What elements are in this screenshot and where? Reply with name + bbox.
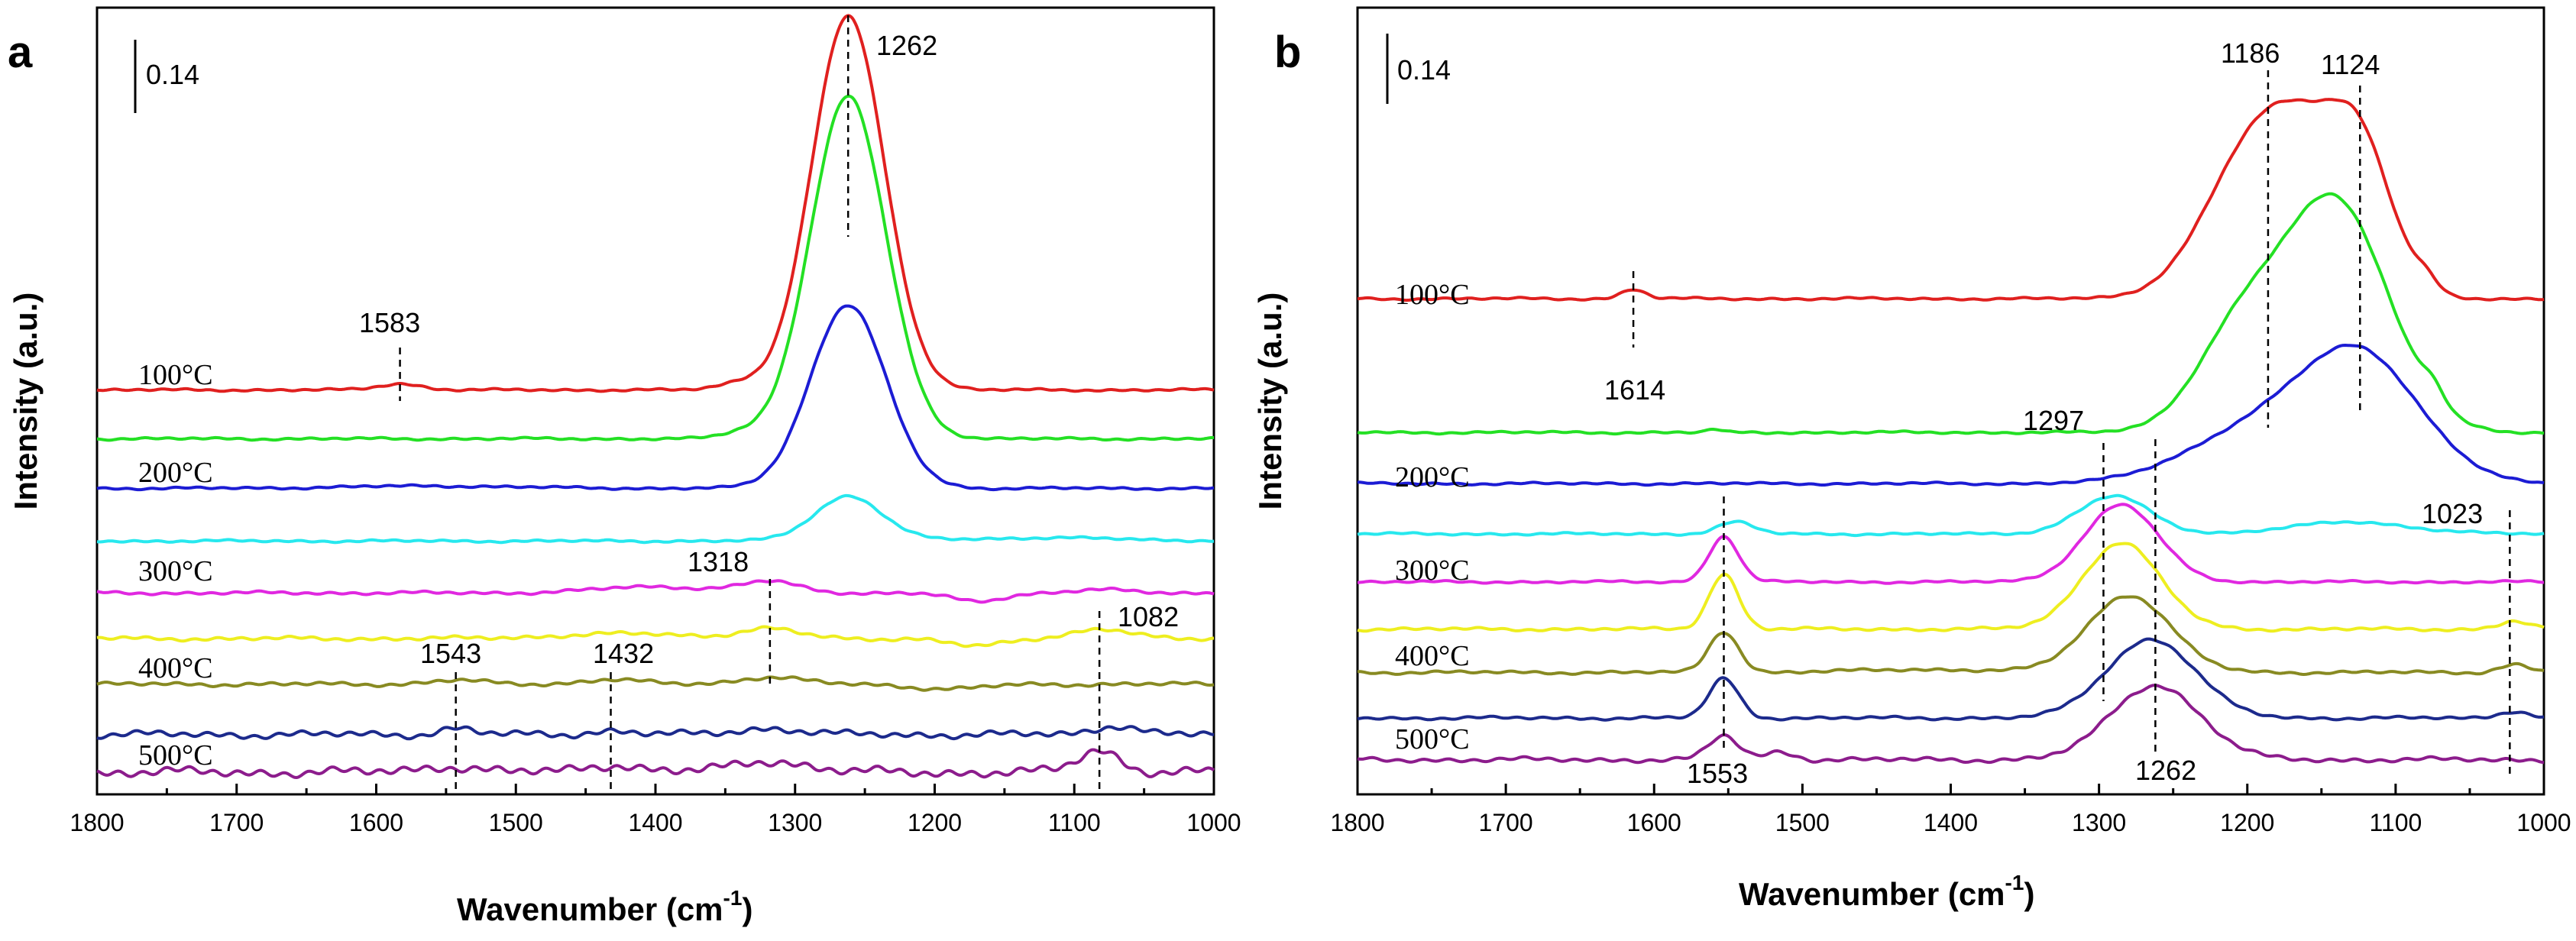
panel-a-annotation-1082: 1082 — [1118, 601, 1179, 632]
panel-b-x-tick-label: 1400 — [1924, 809, 1978, 836]
panel-b-series-line-2 — [1357, 344, 2545, 487]
panel-a-annotation-1583: 1583 — [359, 307, 420, 338]
panel-a-series-label-300: 300°C — [138, 555, 213, 587]
panel-b-series-label-100: 100°C — [1395, 279, 1470, 311]
panel-b: b 0.14 100°C 200°C 300°C 400°C 500°C 118… — [1252, 6, 2571, 912]
panel-a-series-label-400: 400°C — [138, 652, 213, 684]
panel-a-series-line-1 — [96, 94, 1215, 442]
panel-a-series-line-8 — [96, 748, 1215, 779]
panel-b-annotation-1614: 1614 — [1604, 374, 1665, 406]
panel-a-series-label-200: 200°C — [138, 457, 213, 489]
panel-b-series-line-1 — [1357, 192, 2545, 436]
panel-b-series-label-300: 300°C — [1395, 555, 1470, 587]
panel-a-series-label-100: 100°C — [138, 359, 213, 391]
panel-b-annotation-1297: 1297 — [2023, 405, 2084, 436]
panel-a-series-line-0 — [96, 14, 1215, 393]
panel-b-annotation-lines — [1632, 70, 2511, 779]
panel-b-series-line-3 — [1357, 493, 2545, 538]
panel-b-annotation-1553: 1553 — [1687, 758, 1748, 789]
panel-a-x-tick-label: 1300 — [768, 809, 822, 836]
panel-b-series-line-4 — [1357, 503, 2545, 585]
panel-b-annotation-1124: 1124 — [2321, 49, 2380, 80]
panel-a-series-line-7 — [96, 725, 1215, 741]
panel-a-x-tick-label: 1000 — [1186, 809, 1241, 836]
panel-b-series-line-7 — [1357, 637, 2545, 722]
panel-a-x-tick-label: 1700 — [209, 809, 264, 836]
panel-b-scale-label: 0.14 — [1397, 54, 1451, 86]
panel-a-annotation-1432: 1432 — [593, 638, 654, 669]
panel-a-y-axis-title: Intensity (a.u.) — [8, 293, 44, 510]
panel-b-series — [1357, 98, 2545, 765]
panel-a-x-tick-label: 1400 — [628, 809, 682, 836]
panel-b-series-label-400: 400°C — [1395, 640, 1470, 672]
panel-a-x-axis: 1800 1700 1600 1500 1400 1300 1200 1100 1000 — [70, 784, 1241, 836]
panel-a-annotation-1262: 1262 — [876, 30, 937, 61]
panel-b-series-line-0 — [1357, 98, 2545, 302]
panel-b-x-tick-label: 1200 — [2220, 809, 2274, 836]
panel-a-series-line-4 — [96, 579, 1215, 604]
panel-b-x-tick-label: 1100 — [2369, 809, 2422, 836]
panel-b-annotation-1023: 1023 — [2422, 498, 2483, 529]
panel-b-x-tick-label: 1500 — [1775, 809, 1830, 836]
panel-a-x-tick-label: 1800 — [70, 809, 124, 836]
panel-b-x-tick-label: 1300 — [2072, 809, 2126, 836]
panel-a: a 0.14 100°C 200°C 300°C 400°C 500°C 126… — [8, 6, 1241, 927]
panel-b-x-axis-title: Wavenumber (cm-1) — [1739, 871, 2034, 912]
panel-a-series-label-500: 500°C — [138, 739, 213, 771]
panel-b-y-axis-title: Intensity (a.u.) — [1252, 293, 1288, 510]
panel-a-annotation-1543: 1543 — [420, 638, 481, 669]
panel-a-x-tick-label: 1200 — [908, 809, 962, 836]
panel-a-series — [96, 14, 1215, 779]
panel-b-x-tick-label: 1600 — [1627, 809, 1681, 836]
panel-a-x-axis-title: Wavenumber (cm-1) — [457, 886, 752, 927]
panel-b-x-axis: 1800 1700 1600 1500 1400 1300 1200 1100 1000 — [1330, 784, 2571, 836]
panel-b-series-line-6 — [1357, 595, 2545, 676]
panel-a-x-tick-label: 1500 — [489, 809, 543, 836]
panel-a-series-line-2 — [96, 304, 1215, 492]
panel-a-series-line-3 — [96, 493, 1215, 545]
panel-a-series-line-6 — [96, 675, 1215, 692]
panel-b-x-tick-label: 1700 — [1479, 809, 1533, 836]
panel-a-scale-label: 0.14 — [146, 59, 199, 90]
panel-a-annotation-lines — [399, 15, 1101, 794]
panel-b-series-line-5 — [1357, 542, 2545, 633]
panel-a-x-tick-label: 1600 — [349, 809, 403, 836]
panel-a-x-tick-label: 1100 — [1048, 809, 1101, 836]
panel-b-series-label-200: 200°C — [1395, 461, 1470, 493]
panel-a-annotation-1318: 1318 — [688, 546, 749, 577]
panel-a-letter: a — [8, 27, 33, 77]
panel-a-series-line-5 — [96, 625, 1215, 648]
panel-b-series-label-500: 500°C — [1395, 723, 1470, 755]
panel-b-x-tick-label: 1000 — [2516, 809, 2571, 836]
panel-b-letter: b — [1274, 27, 1301, 77]
panel-b-x-tick-label: 1800 — [1330, 809, 1384, 836]
panel-b-series-line-8 — [1357, 684, 2545, 765]
panel-b-annotation-1186: 1186 — [2221, 37, 2280, 69]
panel-b-annotation-1262: 1262 — [2135, 755, 2196, 786]
panel-a-plot-frame — [95, 6, 1215, 796]
